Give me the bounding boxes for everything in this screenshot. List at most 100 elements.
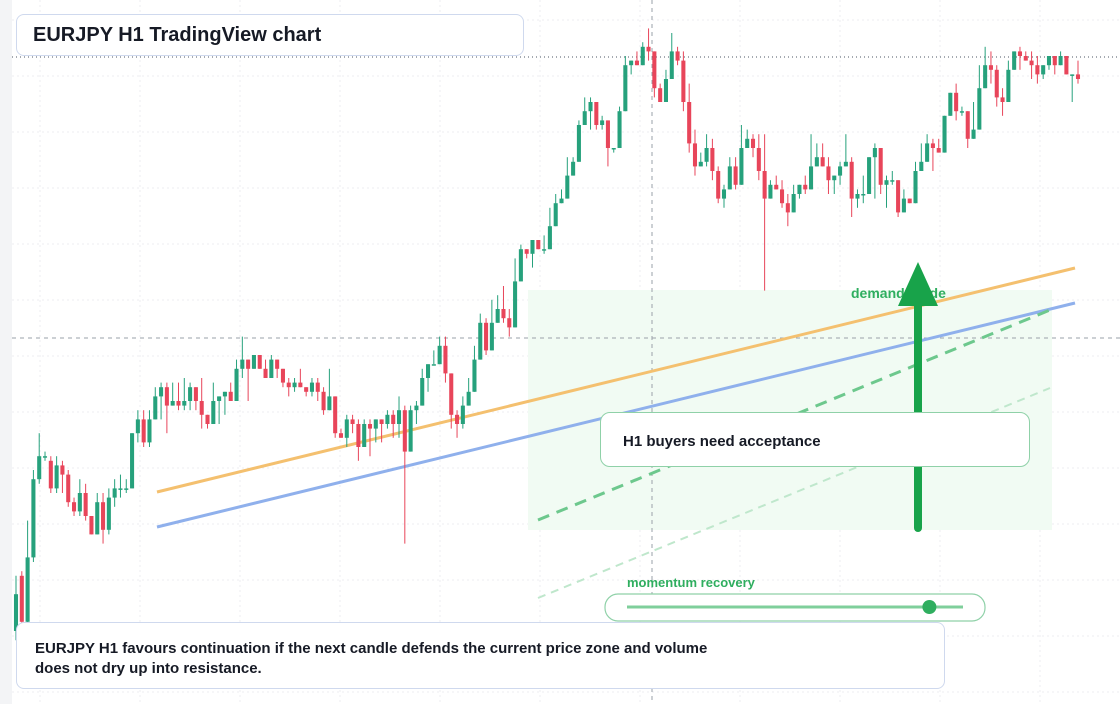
- candle[interactable]: [547, 207, 552, 250]
- candle[interactable]: [988, 51, 993, 84]
- candle[interactable]: [356, 419, 361, 461]
- candle[interactable]: [460, 396, 465, 429]
- candle[interactable]: [176, 382, 181, 411]
- candle[interactable]: [280, 368, 285, 388]
- candle[interactable]: [925, 134, 930, 162]
- candle[interactable]: [983, 46, 988, 89]
- candle[interactable]: [803, 175, 808, 194]
- candle[interactable]: [72, 497, 77, 516]
- candle[interactable]: [832, 175, 837, 194]
- candle[interactable]: [617, 106, 622, 148]
- candle[interactable]: [472, 345, 477, 392]
- candle[interactable]: [37, 433, 42, 484]
- candle[interactable]: [582, 97, 587, 125]
- candle[interactable]: [901, 189, 906, 213]
- candle[interactable]: [112, 479, 117, 507]
- candle[interactable]: [60, 460, 65, 493]
- candle[interactable]: [1046, 56, 1052, 70]
- candle[interactable]: [965, 111, 970, 148]
- candle[interactable]: [559, 189, 564, 204]
- candle[interactable]: [611, 148, 616, 153]
- candle[interactable]: [408, 405, 413, 452]
- candle[interactable]: [623, 56, 628, 112]
- candle[interactable]: [1075, 60, 1081, 84]
- candle[interactable]: [118, 474, 123, 498]
- candle[interactable]: [849, 157, 854, 217]
- candle[interactable]: [843, 134, 848, 167]
- candle[interactable]: [304, 387, 309, 397]
- candle[interactable]: [605, 120, 610, 167]
- candle[interactable]: [640, 42, 645, 66]
- candle[interactable]: [263, 359, 268, 378]
- candle[interactable]: [739, 125, 744, 185]
- candle[interactable]: [1006, 60, 1011, 102]
- candle[interactable]: [907, 198, 912, 204]
- candle[interactable]: [501, 286, 506, 323]
- candle[interactable]: [385, 410, 390, 429]
- candle[interactable]: [1023, 51, 1028, 61]
- candle[interactable]: [292, 378, 297, 392]
- candle[interactable]: [1064, 56, 1069, 75]
- candle[interactable]: [756, 134, 761, 181]
- candle[interactable]: [31, 470, 36, 562]
- candle[interactable]: [588, 97, 593, 130]
- candle[interactable]: [188, 382, 193, 411]
- candle[interactable]: [750, 134, 756, 158]
- candle[interactable]: [513, 258, 518, 328]
- candle[interactable]: [275, 359, 280, 378]
- candle[interactable]: [629, 60, 634, 75]
- candle[interactable]: [884, 175, 889, 208]
- candle[interactable]: [344, 414, 349, 447]
- candle[interactable]: [774, 175, 779, 190]
- candle[interactable]: [571, 157, 576, 176]
- candle[interactable]: [820, 143, 825, 167]
- candle[interactable]: [338, 428, 344, 438]
- candle[interactable]: [362, 419, 367, 447]
- candle[interactable]: [251, 355, 256, 369]
- candle[interactable]: [286, 378, 291, 397]
- candle[interactable]: [211, 382, 216, 424]
- candle[interactable]: [785, 194, 790, 227]
- candle[interactable]: [930, 138, 935, 171]
- candle[interactable]: [861, 175, 866, 204]
- candle[interactable]: [42, 451, 48, 461]
- candle[interactable]: [182, 378, 187, 411]
- candle[interactable]: [257, 355, 262, 369]
- candle[interactable]: [942, 115, 947, 153]
- candle[interactable]: [333, 396, 338, 438]
- candle[interactable]: [54, 456, 59, 493]
- candle[interactable]: [896, 180, 901, 217]
- candle[interactable]: [217, 396, 222, 424]
- candle[interactable]: [449, 373, 454, 429]
- candle[interactable]: [954, 83, 959, 121]
- candle[interactable]: [745, 129, 750, 148]
- candle[interactable]: [193, 387, 198, 411]
- candle[interactable]: [130, 433, 135, 489]
- candle[interactable]: [379, 419, 384, 443]
- candle[interactable]: [269, 355, 274, 378]
- candle[interactable]: [1000, 88, 1005, 116]
- candle[interactable]: [692, 129, 698, 176]
- candle[interactable]: [443, 336, 448, 383]
- candle[interactable]: [1058, 51, 1063, 66]
- candle[interactable]: [809, 134, 814, 190]
- candle[interactable]: [838, 161, 843, 185]
- candle[interactable]: [855, 189, 860, 208]
- candle[interactable]: [135, 410, 140, 443]
- candle[interactable]: [542, 235, 547, 254]
- candle[interactable]: [350, 414, 355, 434]
- candle[interactable]: [222, 391, 227, 415]
- candle[interactable]: [246, 359, 251, 401]
- candle[interactable]: [867, 157, 872, 194]
- candle[interactable]: [478, 313, 483, 360]
- candle[interactable]: [396, 396, 402, 438]
- candle[interactable]: [83, 483, 88, 521]
- candle[interactable]: [710, 138, 715, 181]
- candle[interactable]: [391, 410, 396, 438]
- candle[interactable]: [367, 419, 373, 457]
- candle[interactable]: [890, 171, 895, 185]
- candle[interactable]: [681, 51, 686, 112]
- candle[interactable]: [495, 295, 500, 323]
- candle[interactable]: [518, 244, 523, 282]
